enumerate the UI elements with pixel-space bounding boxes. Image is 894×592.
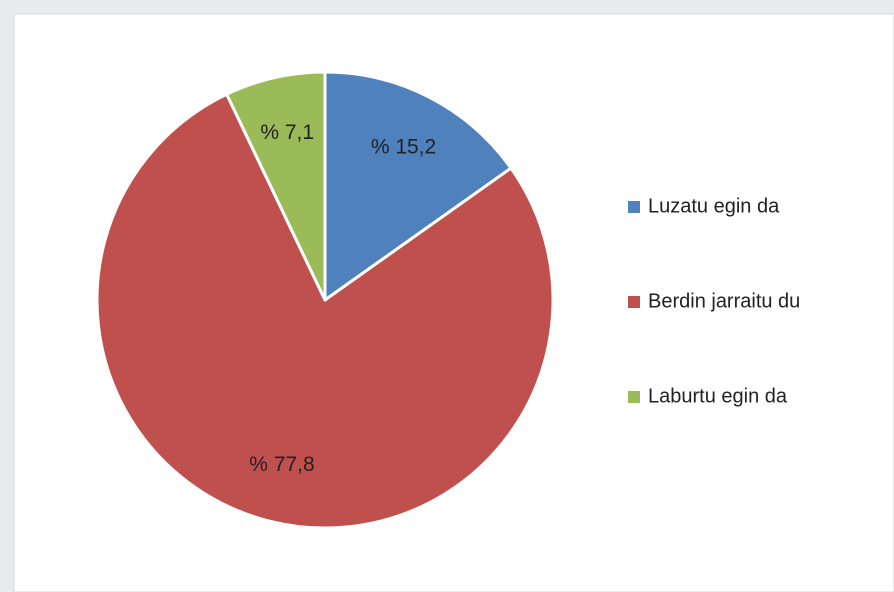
data-label: % 15,2 — [371, 136, 436, 159]
legend-label: Laburtu egin da — [648, 385, 788, 407]
legend-swatch — [628, 201, 640, 213]
data-label: % 77,8 — [249, 453, 314, 476]
legend-swatch — [628, 391, 640, 403]
data-label: % 7,1 — [260, 121, 314, 144]
legend-swatch — [628, 296, 640, 308]
pie-slice — [95, 92, 555, 530]
pie-slice — [323, 70, 513, 302]
legend-label: Luzatu egin da — [648, 195, 780, 217]
legend-label: Berdin jarraitu du — [648, 290, 800, 312]
pie-slice — [225, 70, 327, 302]
